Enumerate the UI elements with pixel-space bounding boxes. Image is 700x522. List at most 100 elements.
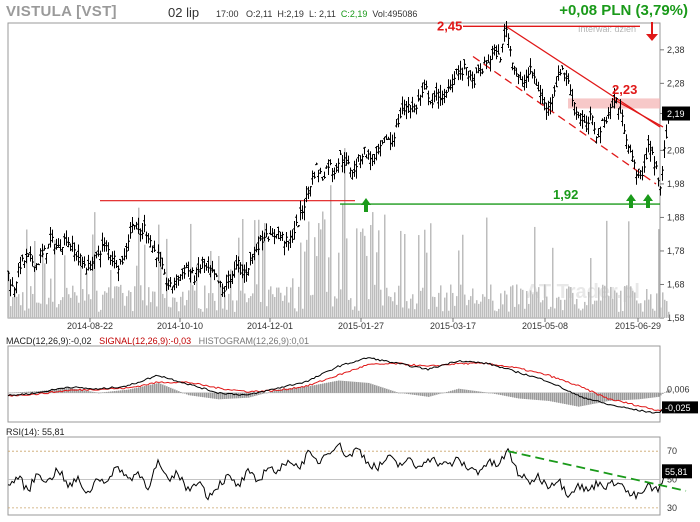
macd-hist-bar (198, 392, 200, 397)
macd-hist-bar (602, 392, 604, 403)
volume-bar (298, 286, 300, 318)
price-bar (105, 240, 108, 252)
price-bar (605, 116, 608, 124)
price-bar (623, 123, 626, 135)
price-bar (159, 251, 162, 267)
macd-hist-bar (94, 392, 96, 393)
volume-bar (238, 237, 240, 318)
price-bar (557, 65, 560, 81)
price-bar (633, 159, 636, 170)
volume-bar (222, 308, 224, 318)
price-bar (161, 257, 164, 270)
price-bar (281, 231, 284, 241)
price-bar (7, 270, 10, 282)
price-bar (155, 257, 158, 268)
macd-hist-bar (562, 392, 564, 404)
price-bar (79, 253, 82, 267)
volume-bars (8, 148, 670, 318)
price-bar (403, 99, 406, 116)
price-bar (661, 165, 664, 181)
volume-bar (590, 258, 592, 318)
macd-hist-bar (458, 388, 460, 393)
volume-bar (332, 306, 334, 318)
volume-bar (568, 286, 570, 318)
macd-hist-bar (200, 392, 202, 397)
macd-hist-bar (222, 392, 224, 400)
volume-bar (388, 296, 390, 318)
volume-bar (628, 221, 630, 318)
channel-lower-line (472, 55, 657, 185)
price-bar (111, 251, 114, 267)
price-bar (163, 268, 166, 275)
volume-bar (106, 292, 108, 318)
price-bar (309, 186, 312, 197)
volume-bar (420, 290, 422, 318)
macd-hist-bar (648, 392, 650, 399)
macd-hist-bar (402, 392, 404, 394)
macd-hist-bar (554, 392, 556, 403)
macd-hist-bar (526, 392, 528, 400)
volume-bar (490, 284, 492, 318)
volume-bar (514, 306, 516, 318)
volume-bar (398, 285, 400, 318)
macd-right-label-2: -0,025 (665, 403, 691, 413)
volume-bar (220, 286, 222, 318)
macd-hist-bar (318, 384, 320, 393)
volume-bar (234, 311, 236, 318)
macd-hist-bar (656, 392, 658, 398)
volume-bar (594, 300, 596, 318)
volume-bar (382, 305, 384, 318)
price-bar (171, 286, 174, 294)
price-bar (531, 71, 534, 79)
price-bar (637, 168, 640, 179)
volume-bar (80, 258, 82, 318)
volume-bar (448, 310, 450, 318)
price-bar (467, 70, 470, 87)
price-bar (559, 69, 562, 76)
macd-hist-bar (172, 388, 174, 393)
price-bar (325, 165, 328, 169)
price-bar (441, 90, 444, 106)
up-arrow-shape (643, 194, 653, 208)
macd-hist-bar (276, 390, 278, 393)
volume-bar (560, 299, 562, 318)
volume-bar (226, 309, 228, 318)
price-bar (71, 235, 74, 252)
macd-hist-bar (90, 391, 92, 393)
macd-hist-bar (284, 388, 286, 393)
volume-bar (374, 284, 376, 318)
volume-bar (140, 285, 142, 318)
macd-hist-bar (32, 391, 34, 393)
volume-bar (552, 247, 554, 318)
volume-bar (620, 290, 622, 318)
price-bar (563, 72, 566, 82)
macd-hist-bar (400, 392, 402, 394)
price-bar (539, 84, 542, 105)
volume-bar (62, 297, 64, 318)
price-bar (649, 140, 652, 162)
macd-hist-bar (580, 392, 582, 407)
volume-bar (70, 297, 72, 318)
price-bar (219, 280, 222, 288)
rsi-last-label: 55,81 (665, 467, 688, 477)
macd-hist-bar (162, 384, 164, 393)
macd-hist-bar (352, 381, 354, 393)
price-bar (125, 243, 128, 260)
price-bar (285, 232, 288, 248)
macd-hist-bar (532, 392, 534, 400)
volume-bar (30, 286, 32, 318)
macd-hist-bar (146, 385, 148, 393)
volume-bar (340, 289, 342, 318)
price-bar (437, 88, 440, 109)
price-bar (415, 104, 418, 115)
volume-bar (464, 294, 466, 318)
volume-bar (108, 287, 110, 318)
price-bar (465, 67, 468, 76)
price-change: +0,08 PLN (3,79%) (559, 2, 688, 19)
volume-bar (432, 296, 434, 318)
macd-hist-bar (576, 392, 578, 407)
price-bar (143, 214, 146, 233)
volume-bar (444, 297, 446, 318)
price-bar (497, 44, 500, 55)
volume-bar (530, 290, 532, 318)
